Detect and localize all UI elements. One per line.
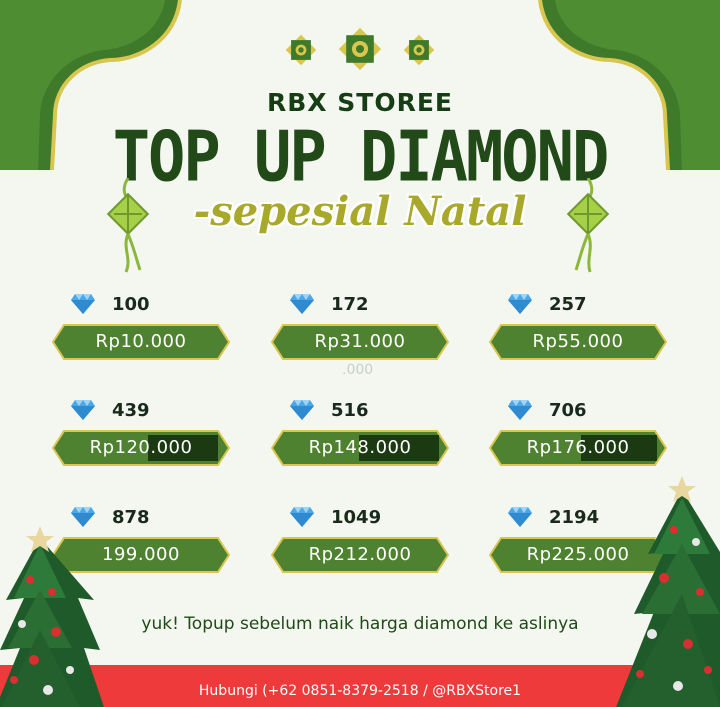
diamond-icon [71, 400, 95, 420]
package-card[interactable]: 439 Rp120.000 [52, 396, 232, 476]
tagline: yuk! Topup sebelum naik harga diamond ke… [141, 614, 579, 634]
package-card[interactable]: 516 Rp148.000 [271, 396, 451, 476]
price-button[interactable]: Rp212.000 [271, 537, 449, 573]
price-button[interactable]: 199.000 [52, 537, 230, 573]
top-left-corner-arch [0, 0, 182, 170]
amount-text: 878 [112, 506, 150, 528]
ketupat-icon [566, 178, 610, 273]
price-button-shape [271, 430, 449, 466]
price-button[interactable]: Rp31.000 [271, 324, 449, 360]
package-amount: 706 [507, 396, 587, 424]
package-amount: 100 [70, 290, 150, 318]
price-label: Rp31.000 [314, 331, 406, 352]
amount-text: 706 [549, 399, 587, 421]
ornament-row [0, 26, 720, 76]
page-title: TOP UP DIAMOND [112, 115, 610, 198]
price-button[interactable]: Rp176.000 [489, 430, 667, 466]
diamond-icon [290, 507, 314, 527]
price-button[interactable]: Rp120.000 [52, 430, 230, 466]
price-label: Rp148.000 [308, 437, 412, 458]
package-card[interactable]: 257 Rp55.000 [489, 290, 669, 370]
price-button-shape [271, 537, 449, 573]
diamond-icon [71, 294, 95, 314]
store-name: RBX STOREE [266, 88, 453, 117]
christmas-tree-icon [0, 526, 104, 707]
price-button-shape [52, 324, 230, 360]
diamond-icon [508, 507, 532, 527]
stray-text: .000 [342, 362, 374, 378]
package-amount: 516 [289, 396, 369, 424]
price-label: Rp120.000 [89, 437, 193, 458]
star-icon [26, 526, 54, 552]
price-button[interactable]: Rp10.000 [52, 324, 230, 360]
star-icon [668, 476, 696, 502]
price-button-shape [489, 324, 667, 360]
package-amount: 439 [70, 396, 150, 424]
package-card[interactable]: 2194 Rp225.000 [489, 503, 669, 583]
price-label: 199.000 [102, 544, 180, 565]
top-right-corner-arch [538, 0, 720, 170]
ornament-icon [285, 34, 317, 66]
amount-text: 439 [112, 399, 150, 421]
package-card[interactable]: 100 Rp10.000 [52, 290, 232, 370]
price-label: Rp55.000 [532, 331, 624, 352]
price-label: Rp10.000 [95, 331, 187, 352]
price-button[interactable]: Rp55.000 [489, 324, 667, 360]
christmas-tree-icon [616, 476, 720, 707]
amount-text: 1049 [331, 506, 382, 528]
amount-text: 257 [549, 293, 587, 315]
page-subtitle: -sepesial Natal [193, 188, 527, 235]
price-button-shape [271, 324, 449, 360]
price-button-shape [52, 430, 230, 466]
diamond-icon [508, 294, 532, 314]
price-label: Rp212.000 [308, 544, 412, 565]
package-amount: 2194 [507, 503, 599, 531]
diamond-icon [290, 294, 314, 314]
price-label: Rp225.000 [526, 544, 630, 565]
package-card[interactable]: 172 Rp31.000 [271, 290, 451, 370]
package-card[interactable]: 1049 Rp212.000 [271, 503, 451, 583]
package-grid: 100 Rp10.000 172 Rp31.000 257 [52, 290, 672, 590]
diamond-icon [290, 400, 314, 420]
amount-text: 172 [331, 293, 369, 315]
footer-bar: Hubungi (+62 0851-8379-2518 / @RBXStore1 [0, 665, 720, 707]
price-button-shape [489, 430, 667, 466]
amount-text: 100 [112, 293, 150, 315]
contact-text[interactable]: Hubungi (+62 0851-8379-2518 / @RBXStore1 [198, 683, 522, 699]
amount-text: 516 [331, 399, 369, 421]
package-amount: 172 [289, 290, 369, 318]
ornament-icon [338, 27, 382, 71]
diamond-icon [71, 507, 95, 527]
package-card[interactable]: 706 Rp176.000 [489, 396, 669, 476]
ornament-icon [403, 34, 435, 66]
ketupat-icon [106, 178, 150, 273]
price-button[interactable]: Rp225.000 [489, 537, 667, 573]
package-amount: 1049 [289, 503, 381, 531]
amount-text: 2194 [549, 506, 600, 528]
package-amount: 878 [70, 503, 150, 531]
price-label: Rp176.000 [526, 437, 630, 458]
package-amount: 257 [507, 290, 587, 318]
package-card[interactable]: 878 199.000 [52, 503, 232, 583]
price-button[interactable]: Rp148.000 [271, 430, 449, 466]
diamond-icon [508, 400, 532, 420]
